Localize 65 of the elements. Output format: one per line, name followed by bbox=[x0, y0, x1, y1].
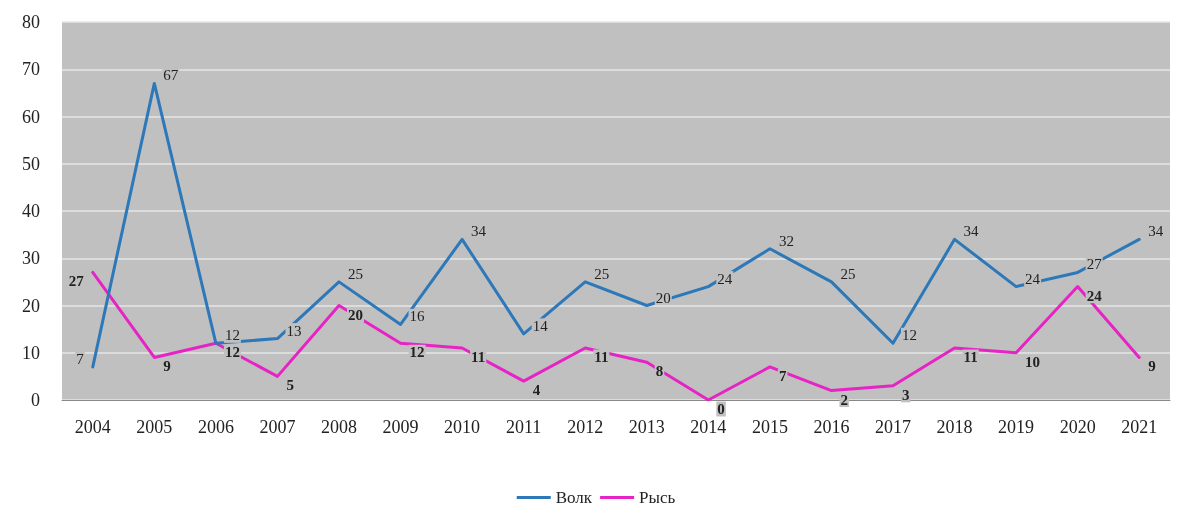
y-tick-label: 60 bbox=[22, 106, 40, 127]
data-label: 25 bbox=[840, 265, 856, 282]
y-tick-label: 20 bbox=[22, 295, 40, 316]
x-tick-label: 2006 bbox=[197, 417, 234, 437]
x-tick-label: 2018 bbox=[936, 417, 973, 437]
data-label: 12 bbox=[224, 344, 240, 361]
data-label: 27 bbox=[68, 273, 85, 290]
x-tick-label: 2007 bbox=[259, 417, 296, 437]
data-label: 13 bbox=[286, 322, 302, 339]
data-label: 12 bbox=[902, 327, 917, 344]
y-tick-label: 70 bbox=[22, 59, 40, 80]
x-tick-label: 2004 bbox=[74, 417, 111, 437]
data-label: 24 bbox=[1086, 287, 1103, 304]
data-label: 8 bbox=[655, 363, 664, 380]
data-label: 9 bbox=[163, 358, 171, 375]
legend-label: Рысь bbox=[639, 488, 676, 507]
x-tick-label: 2011 bbox=[505, 417, 542, 437]
data-label: 25 bbox=[348, 265, 363, 282]
x-tick-label: 2013 bbox=[628, 417, 665, 437]
data-label: 12 bbox=[224, 327, 240, 344]
x-tick-label: 2020 bbox=[1059, 417, 1096, 437]
data-label: 5 bbox=[286, 377, 294, 394]
data-label: 4 bbox=[532, 382, 541, 399]
y-tick-label: 30 bbox=[22, 248, 40, 269]
data-label: 34 bbox=[471, 223, 487, 240]
x-tick-label: 2010 bbox=[444, 417, 481, 437]
data-label: 32 bbox=[778, 232, 794, 249]
data-label: 2 bbox=[840, 391, 848, 408]
data-label: 25 bbox=[594, 265, 610, 282]
y-tick-label: 0 bbox=[31, 390, 40, 410]
x-tick-label: 2017 bbox=[875, 417, 911, 437]
x-tick-label: 2021 bbox=[1121, 417, 1158, 437]
data-label: 16 bbox=[409, 308, 426, 325]
data-label: 7 bbox=[76, 350, 85, 367]
y-tick-label: 50 bbox=[22, 153, 40, 174]
data-label: 0 bbox=[717, 401, 725, 417]
data-label: 24 bbox=[1025, 270, 1041, 287]
data-label: 34 bbox=[1148, 223, 1164, 240]
data-label: 3 bbox=[902, 386, 910, 403]
data-label: 20 bbox=[348, 306, 363, 323]
data-label: 9 bbox=[1148, 358, 1156, 375]
y-tick-label: 40 bbox=[22, 201, 40, 221]
data-label: 67 bbox=[163, 67, 179, 84]
x-tick-label: 2015 bbox=[751, 417, 788, 437]
x-tick-label: 2014 bbox=[690, 417, 727, 437]
x-tick-label: 2009 bbox=[382, 417, 419, 437]
x-tick-label: 2008 bbox=[321, 417, 357, 437]
legend-label: Волк bbox=[555, 488, 593, 507]
data-label: 11 bbox=[594, 349, 609, 366]
data-label: 7 bbox=[778, 367, 787, 384]
data-label: 10 bbox=[1025, 353, 1041, 370]
x-tick-label: 2012 bbox=[567, 417, 604, 437]
data-label: 14 bbox=[532, 317, 549, 334]
data-label: 20 bbox=[655, 289, 671, 306]
x-tick-label: 2005 bbox=[136, 417, 173, 437]
data-label: 34 bbox=[963, 223, 980, 240]
data-label: 12 bbox=[409, 344, 425, 361]
data-label: 24 bbox=[717, 270, 733, 287]
y-tick-label: 10 bbox=[22, 342, 40, 363]
data-label: 27 bbox=[1086, 256, 1103, 273]
x-tick-label: 2016 bbox=[813, 417, 850, 437]
y-tick-label: 80 bbox=[22, 12, 40, 32]
data-label: 11 bbox=[963, 349, 978, 366]
data-label: 11 bbox=[471, 349, 486, 366]
x-tick-label: 2019 bbox=[998, 417, 1035, 437]
